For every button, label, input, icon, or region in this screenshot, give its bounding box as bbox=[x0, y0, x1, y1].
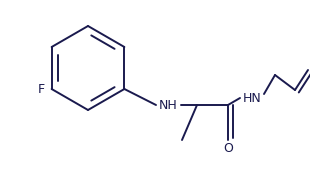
Text: O: O bbox=[223, 142, 233, 154]
Text: NH: NH bbox=[159, 98, 177, 112]
Text: HN: HN bbox=[243, 92, 261, 105]
Text: F: F bbox=[38, 83, 45, 95]
